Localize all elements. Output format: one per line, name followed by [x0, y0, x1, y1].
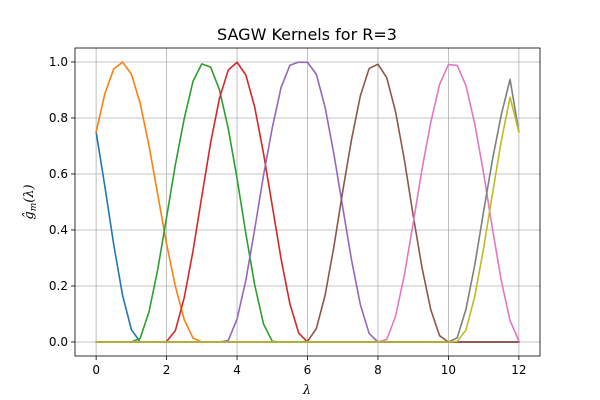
ticks: 0 2 4 6 8 10 12 0.0 0.2 0.4 0.6 0.8 1.0 — [49, 55, 527, 377]
x-tick-label: 12 — [511, 363, 526, 377]
y-axis-label-tail: (λ) — [22, 184, 37, 202]
y-axis-label-sub: m — [29, 203, 39, 212]
x-tick-label: 2 — [163, 363, 171, 377]
y-axis-label-main: ĝ — [22, 211, 37, 219]
y-tick-label: 0.6 — [49, 167, 68, 181]
x-tick-label: 6 — [304, 363, 312, 377]
x-tick-label: 0 — [92, 363, 100, 377]
kernel-line-9 — [95, 96, 520, 343]
y-tick-label: 0.4 — [49, 223, 68, 237]
y-tick-label: 1.0 — [49, 55, 68, 69]
x-axis-label: λ — [302, 383, 311, 398]
y-axis-label: ĝm(λ) — [22, 184, 39, 219]
y-tick-label: 0.2 — [49, 279, 68, 293]
x-tick-label: 10 — [441, 363, 456, 377]
x-tick-label: 8 — [374, 363, 382, 377]
series-lines — [95, 61, 520, 343]
y-tick-label: 0.8 — [49, 111, 68, 125]
chart-title: SAGW Kernels for R=3 — [217, 25, 397, 44]
x-tick-label: 4 — [233, 363, 241, 377]
y-tick-label: 0.0 — [49, 335, 68, 349]
